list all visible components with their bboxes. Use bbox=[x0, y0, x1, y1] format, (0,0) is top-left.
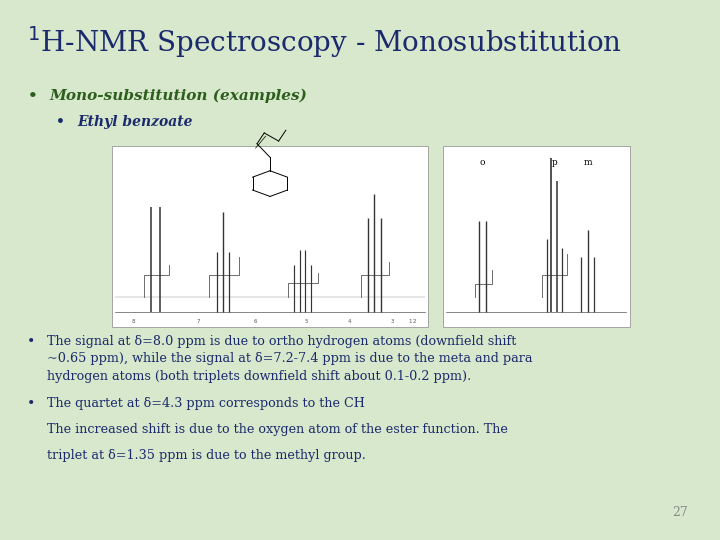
Text: •: • bbox=[27, 397, 36, 411]
Text: triplet at δ=1.35 ppm is due to the methyl group.: triplet at δ=1.35 ppm is due to the meth… bbox=[47, 449, 366, 462]
Text: •: • bbox=[27, 89, 37, 103]
Bar bbox=[112, 146, 428, 327]
Text: 4: 4 bbox=[348, 319, 351, 324]
Text: Ethyl benzoate: Ethyl benzoate bbox=[78, 115, 193, 129]
Text: 1: 1 bbox=[409, 319, 412, 324]
Text: 27: 27 bbox=[672, 507, 688, 519]
Text: •: • bbox=[56, 115, 65, 129]
Bar bbox=[443, 146, 630, 327]
Text: p: p bbox=[552, 158, 557, 167]
Text: •: • bbox=[27, 335, 36, 349]
Text: 5: 5 bbox=[305, 319, 307, 324]
Text: 8: 8 bbox=[132, 319, 135, 324]
Text: The increased shift is due to the oxygen atom of the ester function. The: The increased shift is due to the oxygen… bbox=[47, 423, 508, 436]
Text: $^{1}$H-NMR Spectroscopy - Monosubstitution: $^{1}$H-NMR Spectroscopy - Monosubstitut… bbox=[27, 24, 622, 60]
Text: o: o bbox=[480, 158, 485, 167]
Text: The quartet at δ=4.3 ppm corresponds to the CH: The quartet at δ=4.3 ppm corresponds to … bbox=[47, 397, 364, 410]
Text: m: m bbox=[583, 158, 592, 167]
Text: 3: 3 bbox=[391, 319, 394, 324]
Text: 7: 7 bbox=[197, 319, 199, 324]
Text: 6: 6 bbox=[254, 319, 257, 324]
Text: 2: 2 bbox=[413, 319, 415, 324]
Text: The signal at δ=8.0 ppm is due to ortho hydrogen atoms (downfield shift
~0.65 pp: The signal at δ=8.0 ppm is due to ortho … bbox=[47, 335, 532, 383]
Text: Mono-substitution (examples): Mono-substitution (examples) bbox=[49, 89, 307, 104]
